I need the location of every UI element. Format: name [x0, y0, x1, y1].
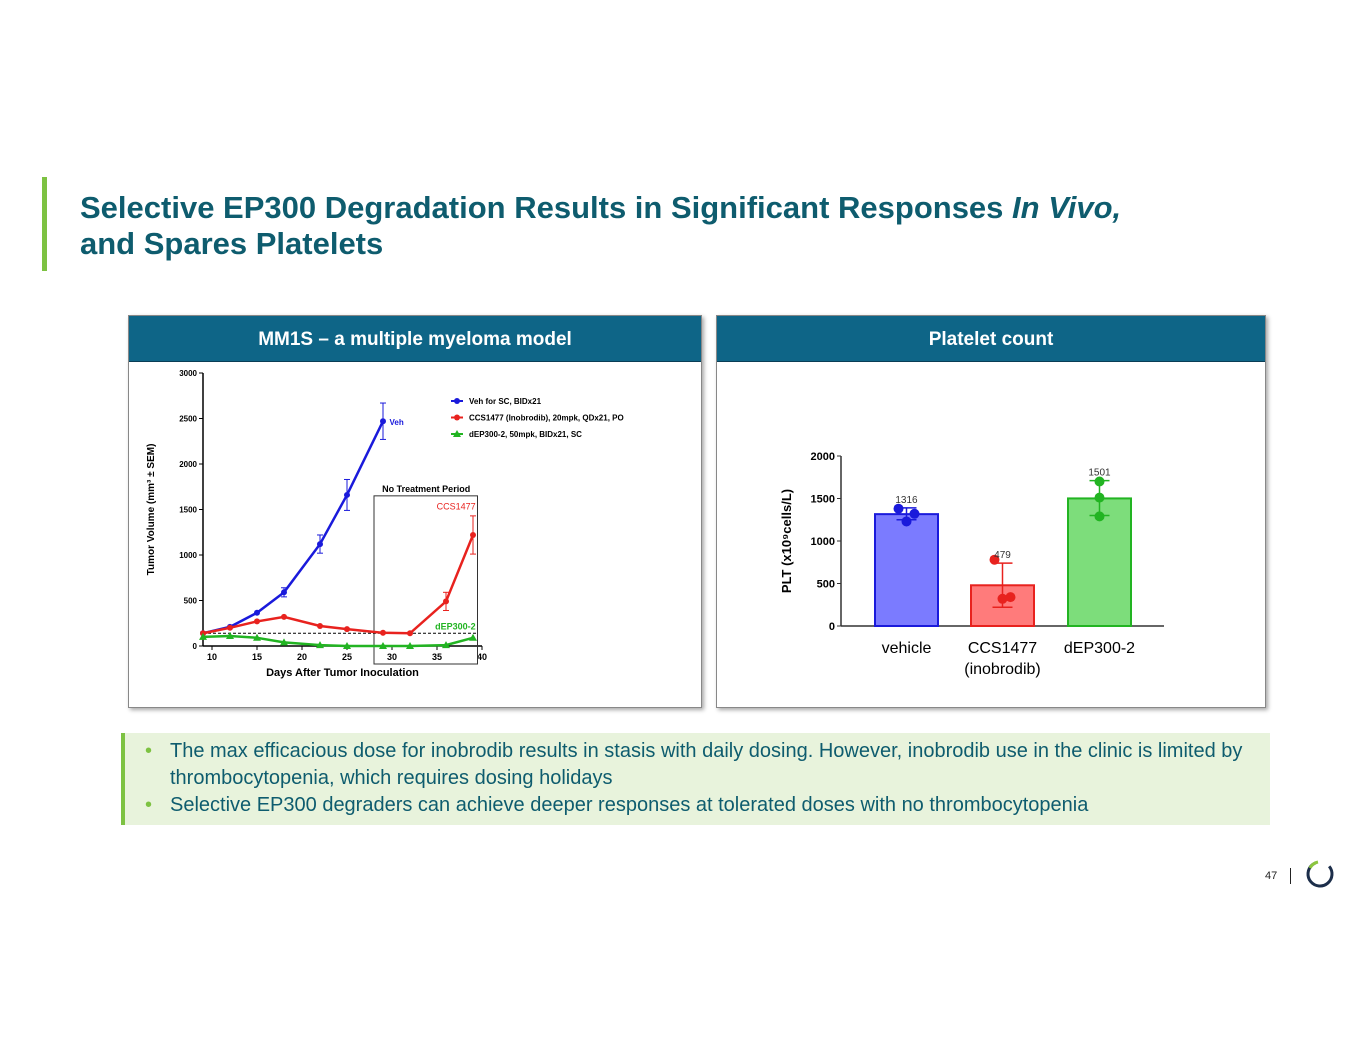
data-point: [989, 554, 1000, 565]
page-number: 47: [1265, 870, 1278, 882]
data-point: [317, 622, 323, 629]
platelet-chart: 0 500 1000 1500 2000 PLT (x10⁹cells/L) 1316 veh…: [779, 451, 1164, 678]
legend-label: dEP300-2, 50mpk, BIDx21, SC: [469, 430, 582, 439]
data-point: [469, 633, 477, 641]
data-point: [316, 641, 324, 649]
tumor-volume-panel: MM1S – a multiple myeloma model 0 500 1000…: [128, 315, 702, 708]
category-label: CCS1477: [968, 640, 1037, 657]
no-treatment-label: No Treatment Period: [382, 484, 470, 494]
data-point: [317, 541, 323, 548]
data-point: [1094, 511, 1105, 522]
data-point: [281, 613, 287, 620]
x-tick-label: 25: [342, 652, 352, 662]
title-accent-bar: [42, 177, 47, 271]
data-point: [253, 633, 261, 641]
x-tick-label: 30: [387, 652, 397, 662]
y-tick-label: 500: [817, 579, 835, 591]
data-point: [909, 508, 920, 519]
series-label-ccs1477: CCS1477: [437, 502, 476, 512]
data-point: [380, 629, 386, 636]
platelet-panel: Platelet count 0 500 1000 1500 2000 PLT (x10⁹…: [716, 315, 1266, 708]
legend-label: CCS1477 (Inobrodib), 20mpk, QDx21, PO: [469, 414, 624, 423]
data-point: [1005, 592, 1016, 603]
tumor-volume-chart: 0 500 1000 1500 2000 2500 3000 10 15 20 25 30 35 40 Da…: [146, 369, 624, 679]
panel-header: Platelet count: [717, 316, 1265, 362]
y-tick-label: 1000: [811, 536, 835, 548]
series-label-dep300: dEP300-2: [435, 621, 476, 631]
x-axis-label: Days After Tumor Inoculation: [266, 667, 419, 679]
data-point: [470, 531, 476, 538]
y-tick-label: 1500: [811, 494, 835, 506]
category-sublabel: (inobrodib): [964, 661, 1040, 678]
no-treatment-box: [373, 495, 478, 665]
series-line: [202, 420, 385, 635]
data-point: [281, 589, 287, 596]
data-point: [199, 632, 207, 640]
y-tick-label: 500: [184, 597, 198, 606]
data-point: [344, 626, 350, 633]
legend-marker: [454, 398, 460, 404]
data-point: [407, 630, 413, 637]
data-point: [1094, 492, 1105, 503]
data-label: 1501: [1088, 468, 1111, 479]
data-label: 479: [994, 550, 1011, 561]
data-point: [280, 638, 288, 646]
y-tick-label: 0: [193, 642, 198, 651]
data-point: [344, 491, 350, 498]
y-tick-label: 2500: [179, 415, 197, 424]
x-tick-label: 10: [207, 652, 217, 662]
data-point: [901, 516, 912, 527]
y-tick-label: 2000: [811, 451, 835, 463]
legend-label: Veh for SC, BIDx21: [469, 397, 542, 406]
bullet-box: The max efficacious dose for inobrodib r…: [121, 733, 1270, 825]
panel-header: MM1S – a multiple myeloma model: [129, 316, 701, 362]
legend-marker: [454, 414, 460, 421]
data-point: [406, 642, 414, 649]
y-tick-label: 3000: [179, 369, 197, 378]
title-line2: and Spares Platelets: [80, 226, 384, 261]
data-point: [226, 631, 234, 639]
x-tick-label: 15: [252, 652, 262, 662]
bar: [874, 513, 939, 627]
data-point: [893, 503, 904, 514]
title-italic: In Vivo,: [1012, 190, 1122, 225]
divider: [1290, 868, 1291, 884]
y-tick-label: 0: [829, 621, 835, 633]
data-point: [227, 624, 233, 631]
data-point: [1094, 476, 1105, 487]
category-label: dEP300-2: [1064, 640, 1135, 657]
y-axis-label: Tumor Volume (mm³ ± SEM): [146, 444, 157, 576]
bullet-item: Selective EP300 degraders can achieve de…: [145, 792, 1270, 819]
x-tick-label: 20: [297, 652, 307, 662]
y-axis-label: PLT (x10⁹cells/L): [779, 489, 794, 593]
x-tick-label: 40: [477, 652, 487, 662]
legend-marker: [453, 430, 461, 437]
x-tick-label: 35: [432, 652, 442, 662]
data-point: [443, 598, 449, 605]
title-line1: Selective EP300 Degradation Results in S…: [80, 190, 1013, 225]
y-tick-label: 2000: [179, 460, 197, 469]
data-point: [254, 609, 260, 616]
data-label: 1316: [895, 495, 918, 506]
data-point: [343, 642, 351, 649]
series-line: [202, 534, 475, 635]
data-point: [254, 618, 260, 625]
bullet-item: The max efficacious dose for inobrodib r…: [145, 738, 1270, 792]
series-label-veh: Veh: [390, 418, 404, 427]
data-point: [997, 593, 1008, 604]
slide-title: Selective EP300 Degradation Results in S…: [80, 190, 1121, 262]
data-point: [380, 418, 386, 425]
series-line: [202, 634, 474, 648]
y-tick-label: 1500: [179, 506, 197, 515]
y-tick-label: 1000: [179, 551, 197, 560]
data-point: [442, 641, 450, 649]
data-point: [379, 642, 387, 649]
logo-icon: [1306, 860, 1334, 888]
category-label: vehicle: [882, 640, 932, 657]
